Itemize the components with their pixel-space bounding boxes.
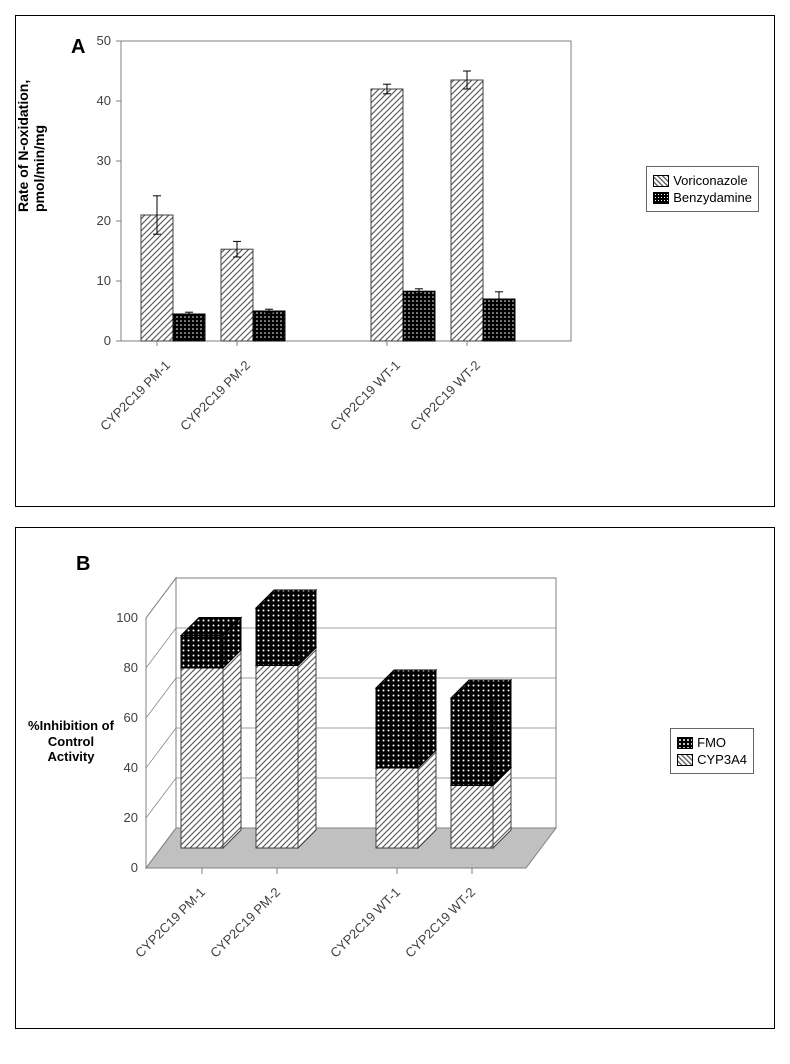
xlab-b-1: CYP2C19 PM-2 [207, 885, 283, 961]
bar3d-pm2 [256, 590, 316, 848]
chart-a-svg: 0 10 20 30 40 50 [71, 31, 591, 451]
bar3d-wt1 [376, 670, 436, 848]
bar-ben-pm1 [173, 314, 205, 341]
chart-b-svg: 0 20 40 60 80 100 [96, 558, 616, 988]
panel-b-label: B [76, 553, 90, 576]
xlab-a-1: CYP2C19 PM-2 [177, 358, 253, 434]
ytick-a-0: 0 [104, 333, 111, 348]
xlab-a-2: CYP2C19 WT-1 [327, 358, 403, 434]
ytick-b-20: 20 [124, 810, 138, 825]
panel-b: B %Inhibition ofControl Activity [15, 527, 775, 1029]
xlab-b-0: CYP2C19 PM-1 [132, 885, 208, 961]
xlab-b-2: CYP2C19 WT-1 [327, 885, 403, 961]
legend-swatch-hatch-icon [653, 175, 669, 187]
ytick-a-10: 10 [97, 273, 111, 288]
x-labels-b: CYP2C19 PM-1 CYP2C19 PM-2 CYP2C19 WT-1 C… [132, 885, 478, 961]
chart-b: 0 20 40 60 80 100 [96, 558, 616, 988]
ytick-a-30: 30 [97, 153, 111, 168]
ytick-b-0: 0 [131, 860, 138, 875]
panel-a-ylabel-text: Rate of N-oxidation,pmol/min/mg [15, 80, 47, 212]
xlab-a-0: CYP2C19 PM-1 [97, 358, 173, 434]
ytick-b-80: 80 [124, 660, 138, 675]
legend-b-label-0: FMO [697, 735, 726, 750]
panel-a: A Rate of N-oxidation,pmol/min/mg [15, 15, 775, 507]
bar-vor-wt1 [371, 89, 403, 341]
bar-vor-pm2 [221, 249, 253, 341]
legend-a: Voriconazole Benzydamine [646, 166, 759, 212]
bar3d-pm1 [181, 618, 241, 849]
legend-b: FMO CYP3A4 [670, 728, 754, 774]
bar-ben-pm2 [253, 311, 285, 341]
legend-b-label-1: CYP3A4 [697, 752, 747, 767]
ytick-a-40: 40 [97, 93, 111, 108]
legend-a-item-ben: Benzydamine [653, 190, 752, 205]
ytick-a-50: 50 [97, 33, 111, 48]
xlab-a-3: CYP2C19 WT-2 [407, 358, 483, 434]
legend-a-item-vor: Voriconazole [653, 173, 752, 188]
legend-b-item-cyp: CYP3A4 [677, 752, 747, 767]
x-ticks-b [202, 868, 472, 874]
ytick-b-40: 40 [124, 760, 138, 775]
bar-vor-wt2 [451, 80, 483, 341]
bar-ben-wt1 [403, 291, 435, 341]
x-labels-a: CYP2C19 PM-1 CYP2C19 PM-2 CYP2C19 WT-1 C… [97, 358, 483, 434]
xlab-b-3: CYP2C19 WT-2 [402, 885, 478, 961]
y-axis-a: 0 10 20 30 40 50 [97, 33, 121, 348]
chart-a: 0 10 20 30 40 50 [71, 31, 591, 451]
plot-area-a [121, 41, 571, 341]
legend-b-item-fmo: FMO [677, 735, 747, 750]
legend-swatch-dot-icon [677, 737, 693, 749]
ytick-b-100: 100 [116, 610, 138, 625]
y-axis-b: 0 20 40 60 80 100 [116, 610, 138, 875]
panel-a-ylabel: Rate of N-oxidation,pmol/min/mg [15, 80, 47, 212]
ytick-a-20: 20 [97, 213, 111, 228]
ytick-b-60: 60 [124, 710, 138, 725]
legend-a-label-0: Voriconazole [673, 173, 747, 188]
legend-swatch-hatch-icon [677, 754, 693, 766]
bar3d-wt2 [451, 680, 511, 848]
legend-swatch-dot-icon [653, 192, 669, 204]
legend-a-label-1: Benzydamine [673, 190, 752, 205]
